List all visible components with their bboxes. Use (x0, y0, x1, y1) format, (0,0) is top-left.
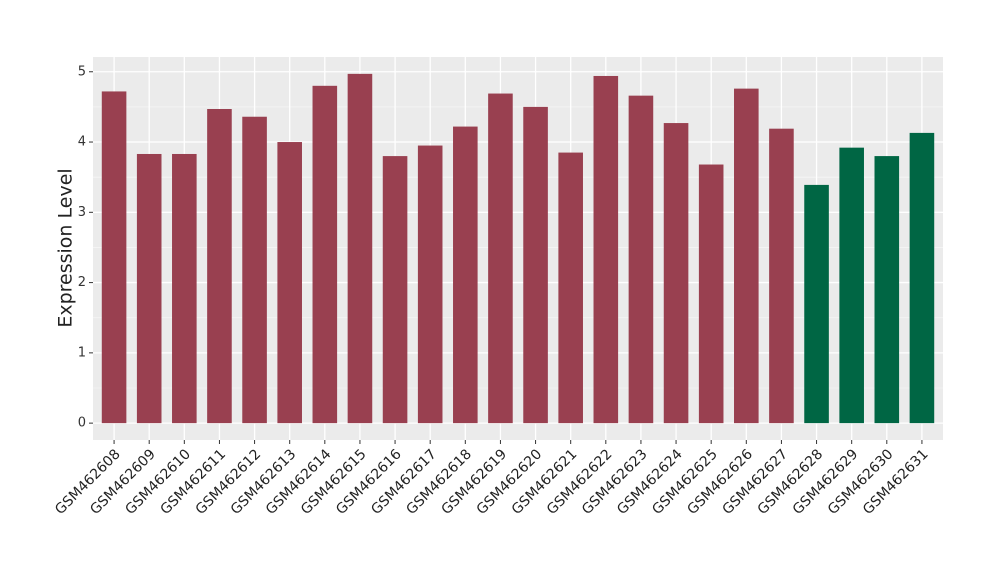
y-tick-label: 2 (78, 275, 86, 290)
bar (628, 95, 654, 424)
bar (839, 147, 864, 424)
bar (909, 132, 935, 424)
bar (277, 142, 302, 424)
bar (769, 128, 794, 424)
bar (523, 106, 548, 424)
bar (488, 93, 513, 424)
y-tick-label: 5 (78, 64, 86, 79)
bar (382, 156, 408, 424)
bar (136, 153, 162, 424)
bar (558, 152, 583, 424)
bar (698, 164, 724, 424)
y-axis-title: Expression Level (55, 168, 77, 327)
y-tick-label: 0 (78, 416, 86, 431)
bar (417, 145, 443, 424)
bar (663, 123, 689, 424)
bar (874, 156, 900, 424)
bar (207, 109, 232, 424)
bar (312, 85, 338, 424)
bar (804, 184, 829, 424)
bar (453, 126, 478, 424)
y-tick-label: 4 (78, 135, 86, 150)
bar (734, 88, 759, 424)
panel (93, 57, 943, 440)
bar (172, 153, 197, 424)
bar (242, 116, 267, 424)
bar (347, 73, 373, 424)
y-tick-label: 1 (78, 345, 86, 360)
bar (593, 75, 619, 424)
bar (101, 91, 127, 424)
y-tick-label: 3 (78, 205, 86, 220)
